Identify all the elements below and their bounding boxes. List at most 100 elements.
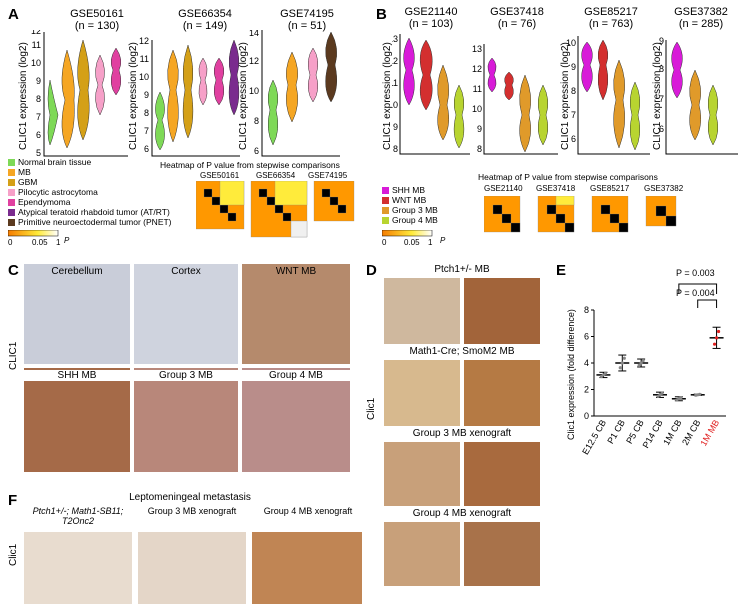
scale-label: 0 (382, 238, 387, 247)
svg-text:6: 6 (36, 130, 41, 140)
p-scale-bar-a (8, 230, 59, 237)
svg-text:8: 8 (393, 144, 398, 154)
y-tick-label: 4 (584, 358, 589, 368)
scale-label: 0.05 (404, 238, 420, 247)
panel-label-a: A (8, 6, 19, 23)
svg-text:10: 10 (472, 104, 482, 114)
panel-label-b: B (376, 6, 387, 23)
micrograph-tile (384, 522, 460, 586)
tile-label: Group 4 MB (242, 370, 350, 381)
micrograph-tile: WNT MB (242, 264, 350, 364)
data-point (712, 342, 717, 346)
micrograph-tile: Group 3 MB (134, 368, 238, 472)
heatmap-label: GSE37418 (536, 184, 576, 193)
data-point (620, 361, 624, 365)
panel-label-d: D (366, 262, 377, 279)
panel-label-f: F (8, 492, 18, 509)
p-scale-bar-b (382, 230, 433, 237)
p-value-annotation: P = 0.004 (676, 288, 715, 298)
data-point (660, 391, 664, 395)
panel-label-c: C (8, 262, 19, 279)
scale-label: 0 (8, 238, 13, 247)
svg-text:9: 9 (144, 90, 149, 100)
heatmap-label: GSE50161 (200, 171, 240, 180)
dataset-title-a2: GSE66354 (n = 149) (170, 8, 240, 32)
data-point (679, 395, 683, 400)
data-point (639, 361, 643, 365)
svg-text:12: 12 (249, 56, 259, 66)
row-label: Math1-Cre; SmoM2 MB (409, 346, 515, 357)
svg-text:10: 10 (31, 58, 41, 68)
row-label: Group 3 MB xenograft (412, 428, 512, 439)
micrograph-tile: SHH MB (24, 368, 130, 472)
micrograph-tile (384, 278, 460, 344)
data-point (637, 363, 641, 367)
x-tick-label: 1M MB (698, 418, 721, 448)
svg-text:10: 10 (139, 72, 149, 82)
svg-text:10: 10 (249, 86, 259, 96)
svg-text:14: 14 (249, 30, 259, 38)
y-tick-label: 0 (584, 411, 589, 421)
x-tick-label: E12.5 CB (580, 418, 608, 456)
axis-a1 (43, 32, 128, 157)
svg-text:7: 7 (144, 126, 149, 136)
dataset-n: (n = 51) (287, 20, 327, 32)
data-point (641, 359, 645, 363)
tile-label: Cortex (171, 266, 201, 277)
tile-label: Group 4 MB xenograft (263, 506, 353, 516)
tile-label: Ptch1+/-; Math1-SB11; T2Onc2 (32, 506, 124, 526)
data-point (618, 366, 622, 370)
axis-a3 (261, 30, 340, 157)
tile-label: Cerebellum (51, 266, 103, 277)
dataset-title-a3: GSE74195 (n = 51) (272, 8, 342, 32)
micrograph-tile (252, 532, 362, 604)
data-point (622, 356, 626, 360)
svg-text:6: 6 (571, 134, 576, 144)
violin-plots-b: 8 9 10 11 12 13 8 9 10 11 12 13 6 7 8 9 10 6 7 8 9 (392, 34, 738, 155)
svg-text:7: 7 (659, 94, 664, 104)
svg-text:9: 9 (659, 36, 664, 46)
micrograph-tile: Cerebellum (24, 264, 130, 364)
svg-text:7: 7 (571, 110, 576, 120)
panel-label-e: E (556, 262, 567, 279)
svg-text:11: 11 (32, 40, 41, 50)
heatmap-label: GSE37382 (644, 184, 684, 193)
y-axis-label-c: CLIC1 (8, 341, 19, 370)
data-point (714, 336, 719, 340)
svg-text:8: 8 (144, 108, 149, 118)
micrograph-tile (384, 442, 460, 506)
data-point (716, 329, 721, 334)
micrograph-tile (384, 360, 460, 426)
micrograph-tile (464, 442, 540, 506)
svg-text:9: 9 (393, 122, 398, 132)
svg-text:12: 12 (31, 30, 41, 36)
tile-label: Group 3 MB xenograft (147, 506, 237, 516)
p-value-annotation: P = 0.003 (676, 268, 715, 278)
heatmap-title-a: Heatmap of P value from stepwise compari… (160, 160, 340, 170)
legend-item: Atypical teratoid rhabdoid tumor (AT/RT) (8, 208, 170, 217)
heatmap-label: GSE74195 (308, 171, 348, 180)
svg-text:12: 12 (472, 64, 482, 74)
svg-text:8: 8 (571, 86, 576, 96)
row-label: Ptch1+/- MB (434, 264, 490, 275)
legend-item: GBM (8, 178, 37, 187)
micrograph-tile (464, 360, 540, 426)
tile-label: WNT MB (275, 266, 317, 277)
scale-label: P (440, 236, 446, 245)
dataset-name: GSE50161 (70, 8, 124, 20)
tile-label: Group 3 MB (134, 370, 238, 381)
heatmap-label: GSE66354 (256, 171, 296, 180)
scale-label: P (64, 236, 70, 245)
heatmaps-b (484, 196, 677, 233)
axis-a2 (151, 40, 240, 157)
sig-bracket (678, 283, 718, 294)
svg-text:8: 8 (477, 144, 482, 154)
svg-text:9: 9 (36, 76, 41, 86)
svg-text:9: 9 (571, 62, 576, 72)
svg-text:10: 10 (566, 38, 576, 48)
micrograph-tile (464, 278, 540, 344)
dataset-title-b4: GSE37382 (n = 285) (674, 6, 728, 30)
row-label: Group 4 MB xenograft (412, 508, 512, 519)
svg-text:6: 6 (659, 124, 664, 134)
